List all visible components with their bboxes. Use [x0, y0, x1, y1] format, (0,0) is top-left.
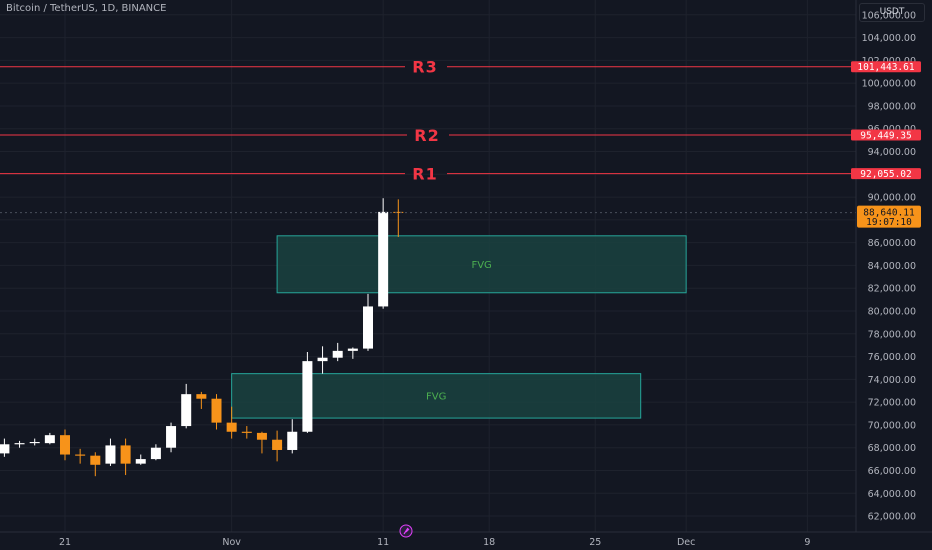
candle-body[interactable] — [317, 357, 328, 362]
price-tick-label: 94,000.00 — [868, 147, 916, 158]
candle-body[interactable] — [226, 422, 237, 432]
resistance-label: R3 — [412, 58, 437, 77]
resistance-price-tag — [851, 61, 921, 73]
price-axis[interactable] — [856, 0, 932, 532]
time-tick-label: Nov — [222, 537, 241, 548]
chart-title: Bitcoin / TetherUS, 1D, BINANCE — [6, 3, 167, 14]
time-tick-label: 11 — [377, 537, 389, 548]
price-axis-tags: 101,443.61 95,449.35 92,055.02 88,640.1119:… — [851, 61, 921, 228]
price-tick-label: 106,000.00 — [862, 10, 916, 21]
time-tick-label: 25 — [589, 537, 601, 548]
price-tick-label: 82,000.00 — [868, 284, 916, 295]
candle-body[interactable] — [256, 432, 267, 440]
candle-body[interactable] — [150, 447, 161, 460]
candle-body[interactable] — [211, 398, 222, 423]
candle-countdown: 19:07:10 — [866, 217, 912, 228]
candle-body[interactable] — [75, 454, 86, 456]
resistance-label: R1 — [412, 165, 437, 184]
candle-body[interactable] — [287, 431, 298, 450]
candle-body[interactable] — [60, 435, 70, 455]
replay-icon[interactable] — [399, 524, 413, 538]
resistance-price-value: 101,443.61 — [857, 62, 914, 73]
candle-body[interactable] — [135, 459, 146, 464]
price-tick-label: 100,000.00 — [862, 79, 916, 90]
fvg-label: FVG — [426, 391, 446, 402]
resistance-price-tag — [851, 129, 921, 141]
candle-body[interactable] — [272, 439, 283, 450]
price-tick-label: 66,000.00 — [868, 466, 916, 477]
fvg-label: FVG — [471, 260, 491, 271]
candle-body[interactable] — [241, 431, 252, 433]
candle-body[interactable] — [120, 445, 131, 464]
candle-body[interactable] — [166, 426, 177, 448]
candle-body[interactable] — [90, 455, 101, 465]
resistance-levels[interactable]: R3 R2 R1 — [0, 58, 856, 184]
current-price-tag — [857, 205, 921, 228]
price-tick-label: 74,000.00 — [868, 375, 916, 386]
resistance-price-value: 95,449.35 — [860, 131, 911, 142]
price-tick-label: 76,000.00 — [868, 352, 916, 363]
price-tick-label: 68,000.00 — [868, 443, 916, 454]
price-tick-label: 84,000.00 — [868, 261, 916, 272]
price-tick-label: 90,000.00 — [868, 193, 916, 204]
candle-body[interactable] — [332, 350, 343, 358]
candle-body[interactable] — [105, 445, 116, 464]
candle-body[interactable] — [393, 211, 404, 213]
candle-body[interactable] — [29, 442, 40, 444]
time-tick-label: Dec — [677, 537, 695, 548]
candle-body[interactable] — [347, 348, 358, 351]
candles[interactable] — [0, 198, 404, 477]
price-tick-label: 104,000.00 — [862, 33, 916, 44]
time-tick-label: 18 — [483, 537, 495, 548]
price-tick-label: 64,000.00 — [868, 489, 916, 500]
resistance-price-value: 92,055.02 — [860, 169, 911, 180]
candle-body[interactable] — [14, 443, 25, 445]
candle-body[interactable] — [181, 394, 192, 427]
candle-body[interactable] — [0, 444, 10, 454]
time-tick-label: 9 — [804, 537, 810, 548]
currency-button[interactable]: USDT — [859, 3, 925, 22]
price-tick-label: 98,000.00 — [868, 101, 916, 112]
price-tick-label: 72,000.00 — [868, 398, 916, 409]
current-price-value: 88,640.11 — [863, 208, 915, 219]
candle-body[interactable] — [44, 435, 55, 444]
price-tick-label: 80,000.00 — [868, 306, 916, 317]
price-tick-label: 86,000.00 — [868, 238, 916, 249]
fvg-zone[interactable] — [276, 235, 687, 294]
candle-body[interactable] — [363, 306, 373, 349]
candle-body[interactable] — [378, 211, 389, 307]
price-axis-ticks: 62,000.00 64,000.00 66,000.00 68,000.00 70,0… — [862, 10, 916, 522]
time-axis-ticks: 21 Nov 11 18 25 Dec 9 — [59, 537, 810, 548]
time-tick-label: 21 — [59, 537, 71, 548]
resistance-price-tag — [851, 168, 921, 180]
candle-body[interactable] — [196, 394, 207, 399]
fvg-zones[interactable]: FVG FVG — [231, 235, 687, 419]
candle-body[interactable] — [302, 361, 313, 432]
price-tick-label: 78,000.00 — [868, 329, 916, 340]
fvg-zone[interactable] — [231, 373, 642, 419]
price-tick-label: 62,000.00 — [868, 512, 916, 523]
resistance-label: R2 — [414, 126, 439, 145]
price-tick-label: 70,000.00 — [868, 420, 916, 431]
